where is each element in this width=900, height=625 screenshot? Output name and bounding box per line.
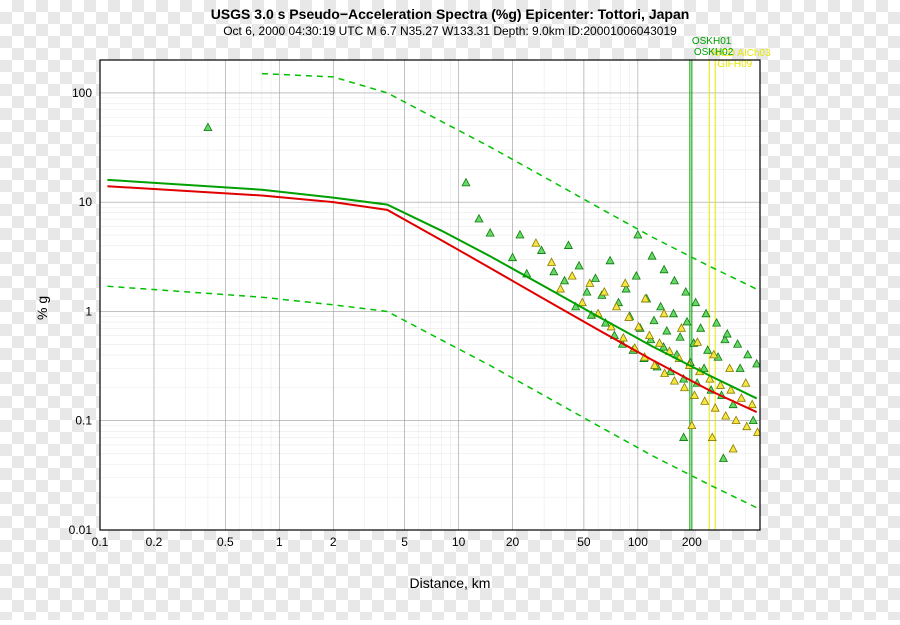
svg-text:GIFH09: GIFH09 bbox=[717, 59, 752, 70]
plot-svg: 0.10.20.51251020501002000.010.1110100NIE… bbox=[0, 0, 900, 620]
svg-text:0.1: 0.1 bbox=[92, 535, 109, 549]
svg-text:0.2: 0.2 bbox=[146, 535, 163, 549]
svg-text:10: 10 bbox=[452, 535, 466, 549]
svg-text:2: 2 bbox=[330, 535, 337, 549]
svg-text:100: 100 bbox=[628, 535, 648, 549]
chart-title: USGS 3.0 s Pseudo−Acceleration Spectra (… bbox=[0, 6, 900, 22]
svg-text:10: 10 bbox=[79, 195, 93, 209]
svg-text:0.01: 0.01 bbox=[69, 523, 93, 537]
x-axis-label: Distance, km bbox=[0, 575, 900, 591]
svg-text:20: 20 bbox=[506, 535, 520, 549]
svg-text:5: 5 bbox=[401, 535, 408, 549]
svg-text:OSKH02: OSKH02 bbox=[694, 47, 734, 58]
svg-text:0.1: 0.1 bbox=[75, 414, 92, 428]
svg-text:1: 1 bbox=[85, 304, 92, 318]
svg-text:100: 100 bbox=[72, 86, 92, 100]
y-axis-label: % g bbox=[34, 296, 50, 320]
chart-stage: USGS 3.0 s Pseudo−Acceleration Spectra (… bbox=[0, 0, 900, 620]
chart-subtitle: Oct 6, 2000 04:30:19 UTC M 6.7 N35.27 W1… bbox=[0, 24, 900, 38]
svg-text:0.5: 0.5 bbox=[217, 535, 234, 549]
svg-text:200: 200 bbox=[682, 535, 702, 549]
svg-text:50: 50 bbox=[577, 535, 591, 549]
svg-text:1: 1 bbox=[276, 535, 283, 549]
